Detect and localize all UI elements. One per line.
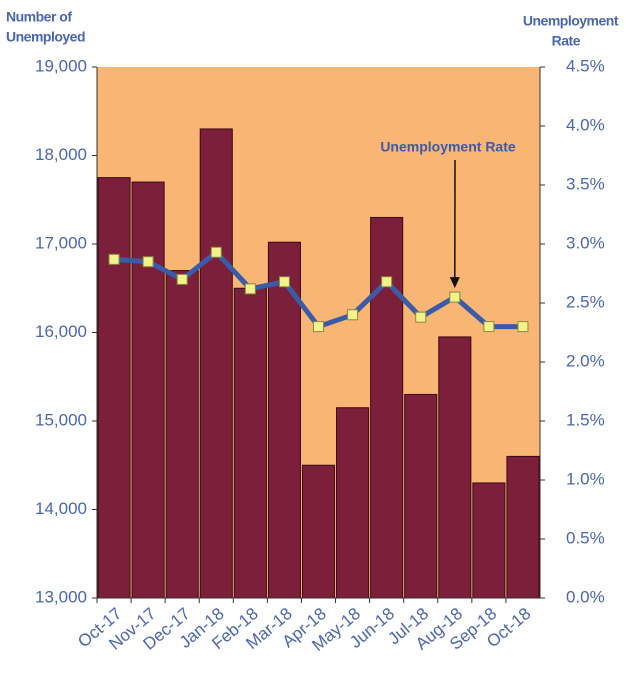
bar — [97, 177, 131, 599]
bar — [370, 216, 404, 599]
y2-tick-label: 3.5% — [566, 174, 605, 193]
rate-marker — [347, 309, 359, 321]
y2-tick-label: 4.5% — [566, 56, 605, 75]
y2-tick-label: 0.5% — [566, 528, 605, 547]
rate-marker — [483, 321, 495, 333]
bar — [404, 393, 438, 599]
rate-marker — [210, 246, 222, 258]
rate-marker — [517, 321, 529, 333]
y-tick-label: 16,000 — [35, 322, 87, 341]
rate-marker — [176, 273, 188, 285]
bar — [438, 336, 472, 599]
y2-axis-title: Unemployment — [523, 13, 619, 29]
y-axis-title: Number of — [6, 9, 72, 25]
y2-tick-label: 0.0% — [566, 587, 605, 606]
y2-tick-label: 1.0% — [566, 469, 605, 488]
rate-marker — [278, 276, 290, 288]
y-tick-label: 15,000 — [35, 410, 87, 429]
y-tick-label: 13,000 — [35, 587, 87, 606]
rate-marker — [142, 256, 154, 268]
y-tick-label: 18,000 — [35, 145, 87, 164]
y-axis-title: Unemployed — [6, 29, 85, 45]
rate-marker — [449, 291, 461, 303]
rate-marker — [313, 321, 324, 333]
bar — [267, 241, 301, 599]
rate-marker — [244, 283, 256, 295]
rate-marker — [381, 276, 393, 288]
bar — [199, 128, 233, 599]
bar — [336, 407, 370, 599]
bar — [165, 270, 199, 599]
bar — [506, 455, 540, 599]
bar — [301, 464, 336, 599]
y-tick-label: 17,000 — [35, 233, 87, 252]
bar — [131, 181, 165, 599]
y-tick-label: 14,000 — [35, 499, 87, 518]
rate-marker — [415, 311, 427, 323]
annotation: Unemployment Rate — [380, 139, 516, 155]
y-tick-label: 19,000 — [35, 56, 87, 75]
y2-tick-label: 2.0% — [566, 351, 605, 370]
annotation-arrowhead — [449, 277, 460, 289]
y2-tick-label: 2.5% — [566, 292, 605, 311]
y2-tick-label: 3.0% — [566, 233, 605, 252]
y2-axis-title: Rate — [552, 33, 581, 49]
y2-tick-label: 1.5% — [566, 410, 605, 429]
bar — [233, 287, 267, 599]
bar — [472, 482, 506, 599]
rate-marker — [108, 253, 120, 265]
y2-tick-label: 4.0% — [566, 115, 605, 134]
